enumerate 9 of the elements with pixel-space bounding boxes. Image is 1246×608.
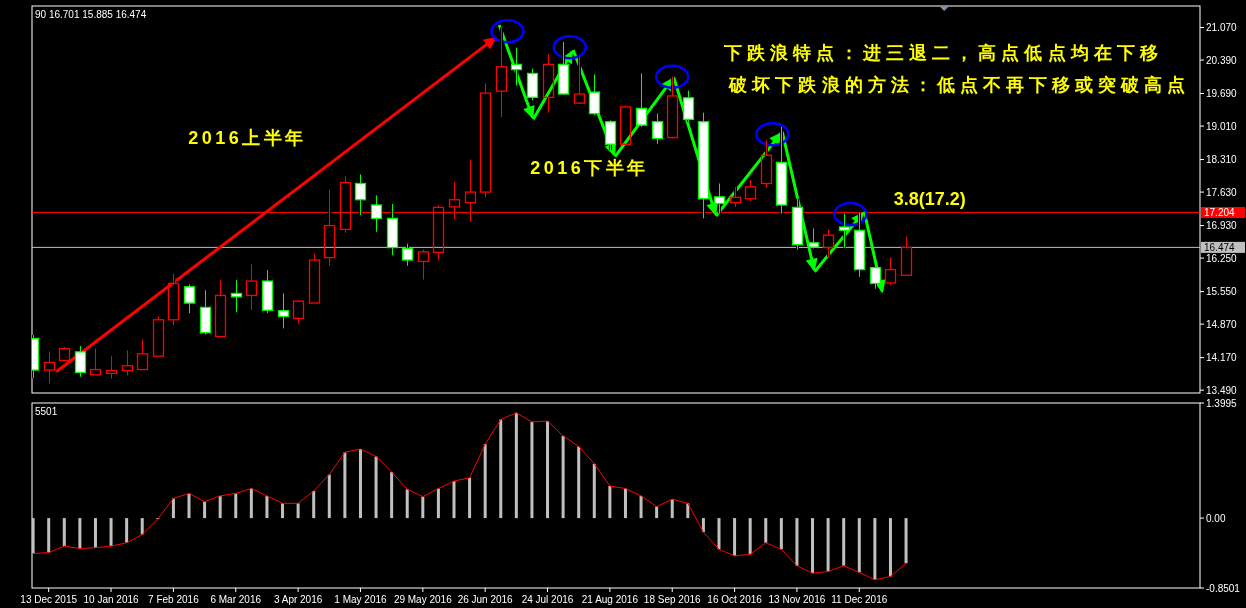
annotation: 2016上半年: [188, 127, 304, 148]
annotation: 下跌浪特点：进三退二，高点低点均在下移: [724, 42, 1159, 63]
annotation: 破坏下跌浪的方法：低点不再下移或突破高点: [729, 74, 1186, 95]
annotation: 3.8(17.2): [893, 188, 966, 209]
title: 5501: [35, 405, 58, 417]
annotation: 2016下半年: [530, 158, 646, 178]
ref-line-label: 16.474: [1204, 241, 1236, 253]
ref-line-label: 17.204: [1204, 206, 1236, 218]
title: 90 16.701 15.885 16.474: [35, 8, 147, 20]
